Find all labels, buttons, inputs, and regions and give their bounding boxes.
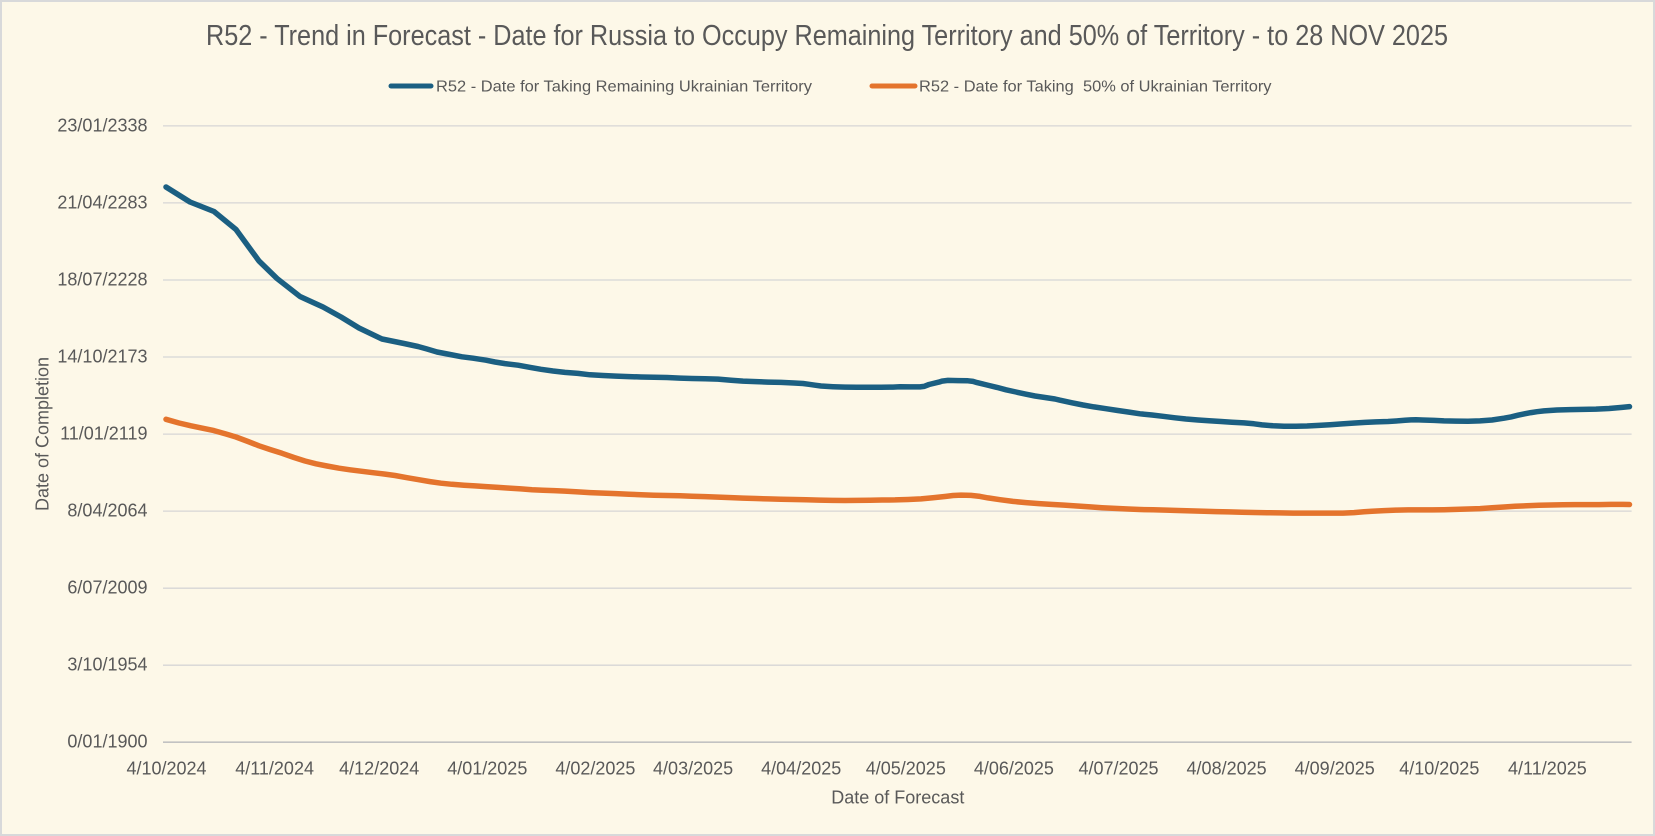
- svg-text:4/07/2025: 4/07/2025: [1078, 759, 1158, 779]
- svg-text:3/10/1954: 3/10/1954: [67, 655, 147, 675]
- svg-text:4/09/2025: 4/09/2025: [1295, 759, 1375, 779]
- svg-text:4/06/2025: 4/06/2025: [974, 759, 1054, 779]
- svg-text:R52 - Date for Taking 50% of: R52 - Date for Taking 50% of Ukrainian T…: [919, 79, 1272, 96]
- svg-text:0/01/1900: 0/01/1900: [67, 732, 147, 752]
- svg-text:23/01/2338: 23/01/2338: [57, 115, 147, 135]
- svg-text:14/10/2173: 14/10/2173: [57, 347, 147, 367]
- svg-text:4/03/2025: 4/03/2025: [653, 759, 733, 779]
- svg-text:18/07/2228: 18/07/2228: [57, 270, 147, 290]
- svg-text:R52 - Date for Taking Remainin: R52 - Date for Taking Remaining Ukrainia…: [436, 79, 812, 96]
- svg-text:4/10/2024: 4/10/2024: [126, 759, 206, 779]
- svg-text:4/10/2025: 4/10/2025: [1399, 759, 1479, 779]
- svg-text:8/04/2064: 8/04/2064: [67, 501, 147, 521]
- svg-text:R52 - Trend in Forecast - Date: R52 - Trend in Forecast - Date for Russi…: [206, 20, 1448, 52]
- svg-text:4/05/2025: 4/05/2025: [866, 759, 946, 779]
- svg-text:4/12/2024: 4/12/2024: [339, 759, 419, 779]
- svg-text:4/04/2025: 4/04/2025: [761, 759, 841, 779]
- svg-text:4/01/2025: 4/01/2025: [447, 759, 527, 779]
- svg-text:Date of Completion: Date of Completion: [33, 357, 53, 511]
- svg-text:4/08/2025: 4/08/2025: [1187, 759, 1267, 779]
- svg-text:4/02/2025: 4/02/2025: [555, 759, 635, 779]
- svg-text:4/11/2024: 4/11/2024: [235, 759, 314, 779]
- svg-text:6/07/2009: 6/07/2009: [67, 578, 147, 598]
- svg-text:21/04/2283: 21/04/2283: [57, 192, 147, 212]
- svg-text:11/01/2119: 11/01/2119: [60, 424, 147, 444]
- svg-text:Date of Forecast: Date of Forecast: [831, 788, 964, 808]
- svg-text:4/11/2025: 4/11/2025: [1508, 759, 1587, 779]
